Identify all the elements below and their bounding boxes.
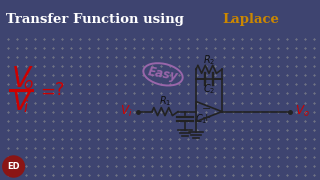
Text: $i$: $i$	[23, 98, 29, 114]
Text: $o$: $o$	[23, 77, 34, 92]
Text: $\mathit{V}_i$: $\mathit{V}_i$	[120, 104, 132, 119]
Text: $V$: $V$	[11, 87, 34, 116]
Text: Transfer Function using: Transfer Function using	[6, 13, 189, 26]
Text: $R_2$: $R_2$	[203, 53, 215, 67]
Text: Easy: Easy	[147, 65, 179, 83]
Text: $V$: $V$	[11, 65, 34, 93]
Text: Laplace: Laplace	[222, 13, 279, 26]
Text: $\mathit{V}_o$: $\mathit{V}_o$	[295, 104, 310, 119]
Text: $R_1$: $R_1$	[159, 95, 171, 108]
Text: ED: ED	[7, 161, 20, 170]
Text: $=$: $=$	[37, 81, 56, 99]
Text: $?$: $?$	[54, 81, 64, 99]
Text: $C_2$: $C_2$	[203, 83, 215, 96]
Text: $-$: $-$	[201, 102, 211, 112]
Circle shape	[3, 156, 24, 177]
Text: $C_1$: $C_1$	[195, 112, 207, 125]
Text: $+$: $+$	[201, 112, 211, 123]
